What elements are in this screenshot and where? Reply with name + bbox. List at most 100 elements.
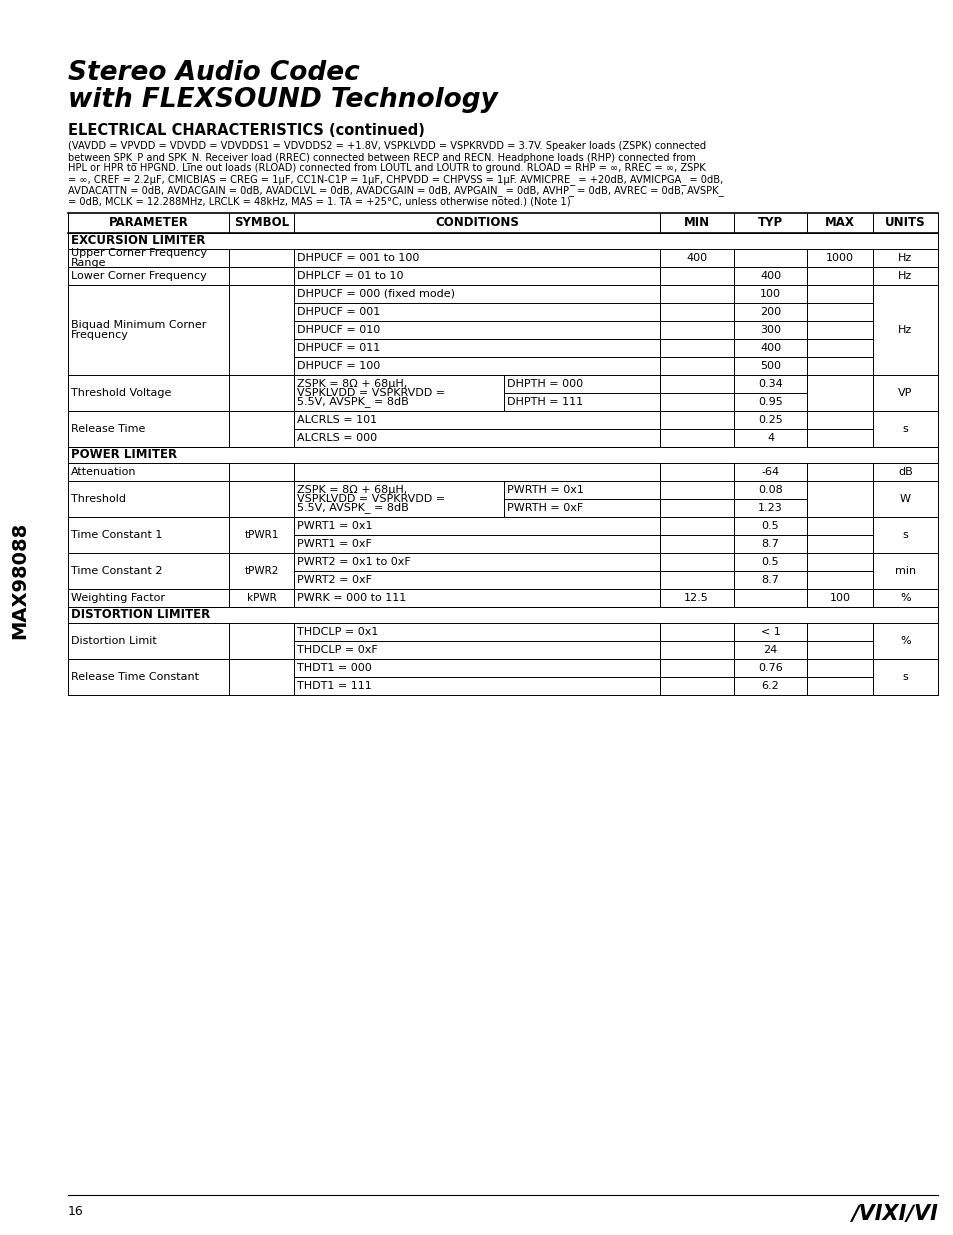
Text: = ∞, CREF = 2.2μF, CMICBIAS = CREG = 1μF, CC1N-C1P = 1μF, CHPVDD = CHPVSS = 1μF.: = ∞, CREF = 2.2μF, CMICBIAS = CREG = 1μF… (68, 174, 722, 185)
Text: DHPUCF = 001 to 100: DHPUCF = 001 to 100 (297, 253, 419, 263)
Text: 0.5: 0.5 (760, 521, 779, 531)
Text: between SPK_P and SPK_N. Receiver load (RREC) connected between RECP and RECN. H: between SPK_P and SPK_N. Receiver load (… (68, 152, 695, 163)
Text: PARAMETER: PARAMETER (109, 216, 188, 230)
Text: %: % (899, 636, 910, 646)
Text: 1000: 1000 (825, 253, 853, 263)
Text: MAX98088: MAX98088 (10, 521, 30, 638)
Text: 0.76: 0.76 (758, 663, 782, 673)
Text: 0.95: 0.95 (758, 396, 782, 408)
Text: THDT1 = 111: THDT1 = 111 (297, 680, 372, 692)
Text: PWRT1 = 0xF: PWRT1 = 0xF (297, 538, 372, 550)
Text: 500: 500 (760, 361, 781, 370)
Text: DHPLCF = 01 to 10: DHPLCF = 01 to 10 (297, 270, 403, 282)
Text: 1.23: 1.23 (758, 503, 782, 513)
Text: (VAVDD = VPVDD = VDVDD = VDVDDS1 = VDVDDS2 = +1.8V, VSPKLVDD = VSPKRVDD = 3.7V. : (VAVDD = VPVDD = VDVDD = VDVDDS1 = VDVDD… (68, 141, 705, 151)
Text: VSPKLVDD = VSPKRVDD =: VSPKLVDD = VSPKRVDD = (297, 494, 445, 504)
Text: POWER LIMITER: POWER LIMITER (71, 448, 177, 462)
Text: PWRT1 = 0x1: PWRT1 = 0x1 (297, 521, 373, 531)
Text: 16: 16 (68, 1205, 84, 1218)
Text: 6.2: 6.2 (760, 680, 779, 692)
Text: 400: 400 (760, 270, 781, 282)
Text: DHPUCF = 001: DHPUCF = 001 (297, 308, 380, 317)
Text: Threshold: Threshold (71, 494, 126, 504)
Text: 5.5V, AVSPK_ = 8dB: 5.5V, AVSPK_ = 8dB (297, 396, 409, 408)
Text: ∕VIXI∕VI: ∕VIXI∕VI (850, 1203, 937, 1223)
Text: EXCURSION LIMITER: EXCURSION LIMITER (71, 235, 205, 247)
Text: = 0dB, MCLK = 12.288MHz, LRCLK = 48kHz, MAS = 1. TA = +25°C, unless otherwise no: = 0dB, MCLK = 12.288MHz, LRCLK = 48kHz, … (68, 196, 570, 206)
Text: SYMBOL: SYMBOL (233, 216, 289, 230)
Text: -64: -64 (760, 467, 779, 477)
Text: Time Constant 2: Time Constant 2 (71, 566, 162, 576)
Text: 400: 400 (685, 253, 706, 263)
Text: 100: 100 (760, 289, 781, 299)
Text: THDCLP = 0x1: THDCLP = 0x1 (297, 627, 378, 637)
Text: Frequency: Frequency (71, 330, 129, 340)
Text: Biquad Minimum Corner: Biquad Minimum Corner (71, 321, 206, 331)
Text: Release Time: Release Time (71, 424, 145, 433)
Text: Stereo Audio Codec: Stereo Audio Codec (68, 61, 359, 86)
Text: TYP: TYP (758, 216, 782, 230)
Text: tPWR1: tPWR1 (244, 530, 278, 540)
Text: < 1: < 1 (760, 627, 780, 637)
Text: PWRK = 000 to 111: PWRK = 000 to 111 (297, 593, 406, 603)
Text: 4: 4 (766, 433, 773, 443)
Text: 0.34: 0.34 (758, 379, 782, 389)
Text: 0.25: 0.25 (758, 415, 782, 425)
Text: DHPUCF = 010: DHPUCF = 010 (297, 325, 380, 335)
Text: 300: 300 (760, 325, 781, 335)
Text: AVDACATTN = 0dB, AVDACGAIN = 0dB, AVADCLVL = 0dB, AVADCGAIN = 0dB, AVPGAIN_ = 0d: AVDACATTN = 0dB, AVDACGAIN = 0dB, AVADCL… (68, 185, 723, 196)
Text: Distortion Limit: Distortion Limit (71, 636, 156, 646)
Text: s: s (902, 424, 907, 433)
Text: PWRT2 = 0x1 to 0xF: PWRT2 = 0x1 to 0xF (297, 557, 411, 567)
Text: THDCLP = 0xF: THDCLP = 0xF (297, 645, 377, 655)
Text: Lower Corner Frequency: Lower Corner Frequency (71, 270, 207, 282)
Text: ALCRLS = 000: ALCRLS = 000 (297, 433, 377, 443)
Text: %: % (899, 593, 910, 603)
Text: kPWR: kPWR (247, 593, 276, 603)
Text: Hz: Hz (898, 253, 911, 263)
Text: MAX: MAX (824, 216, 854, 230)
Text: PWRTH = 0x1: PWRTH = 0x1 (507, 485, 583, 495)
Text: dB: dB (897, 467, 912, 477)
Text: 100: 100 (829, 593, 850, 603)
Text: Range: Range (71, 258, 107, 268)
Text: VP: VP (897, 388, 912, 398)
Text: Weighting Factor: Weighting Factor (71, 593, 165, 603)
Text: PWRTH = 0xF: PWRTH = 0xF (507, 503, 583, 513)
Text: 400: 400 (760, 343, 781, 353)
Text: Hz: Hz (898, 325, 911, 335)
Text: 0.08: 0.08 (758, 485, 782, 495)
Text: with FLEXSOUND Technology: with FLEXSOUND Technology (68, 86, 497, 112)
Text: THDT1 = 000: THDT1 = 000 (297, 663, 372, 673)
Text: Upper Corner Frequency: Upper Corner Frequency (71, 248, 207, 258)
Text: 200: 200 (760, 308, 781, 317)
Text: DHPUCF = 000 (fixed mode): DHPUCF = 000 (fixed mode) (297, 289, 455, 299)
Text: Threshold Voltage: Threshold Voltage (71, 388, 172, 398)
Text: UNITS: UNITS (884, 216, 924, 230)
Text: 5.5V, AVSPK_ = 8dB: 5.5V, AVSPK_ = 8dB (297, 503, 409, 514)
Text: DHPUCF = 100: DHPUCF = 100 (297, 361, 380, 370)
Text: VSPKLVDD = VSPKRVDD =: VSPKLVDD = VSPKRVDD = (297, 388, 445, 398)
Text: 12.5: 12.5 (683, 593, 708, 603)
Text: ELECTRICAL CHARACTERISTICS (continued): ELECTRICAL CHARACTERISTICS (continued) (68, 124, 424, 138)
Text: min: min (894, 566, 915, 576)
Text: s: s (902, 530, 907, 540)
Text: DHPTH = 111: DHPTH = 111 (507, 396, 583, 408)
Text: W: W (899, 494, 910, 504)
Text: ALCRLS = 101: ALCRLS = 101 (297, 415, 377, 425)
Text: DHPTH = 000: DHPTH = 000 (507, 379, 583, 389)
Text: PWRT2 = 0xF: PWRT2 = 0xF (297, 576, 372, 585)
Text: MIN: MIN (682, 216, 709, 230)
Text: ZSPK = 8Ω + 68μH,: ZSPK = 8Ω + 68μH, (297, 485, 407, 495)
Text: DISTORTION LIMITER: DISTORTION LIMITER (71, 609, 210, 621)
Text: 24: 24 (762, 645, 777, 655)
Text: HPL or HPR to HPGND. Line out loads (RLOAD) connected from LOUTL and LOUTR to gr: HPL or HPR to HPGND. Line out loads (RLO… (68, 163, 705, 173)
Text: ZSPK = 8Ω + 68μH,: ZSPK = 8Ω + 68μH, (297, 379, 407, 389)
Text: s: s (902, 672, 907, 682)
Text: CONDITIONS: CONDITIONS (435, 216, 518, 230)
Text: 0.5: 0.5 (760, 557, 779, 567)
Text: Hz: Hz (898, 270, 911, 282)
Text: Attenuation: Attenuation (71, 467, 136, 477)
Text: tPWR2: tPWR2 (244, 566, 278, 576)
Text: 8.7: 8.7 (760, 538, 779, 550)
